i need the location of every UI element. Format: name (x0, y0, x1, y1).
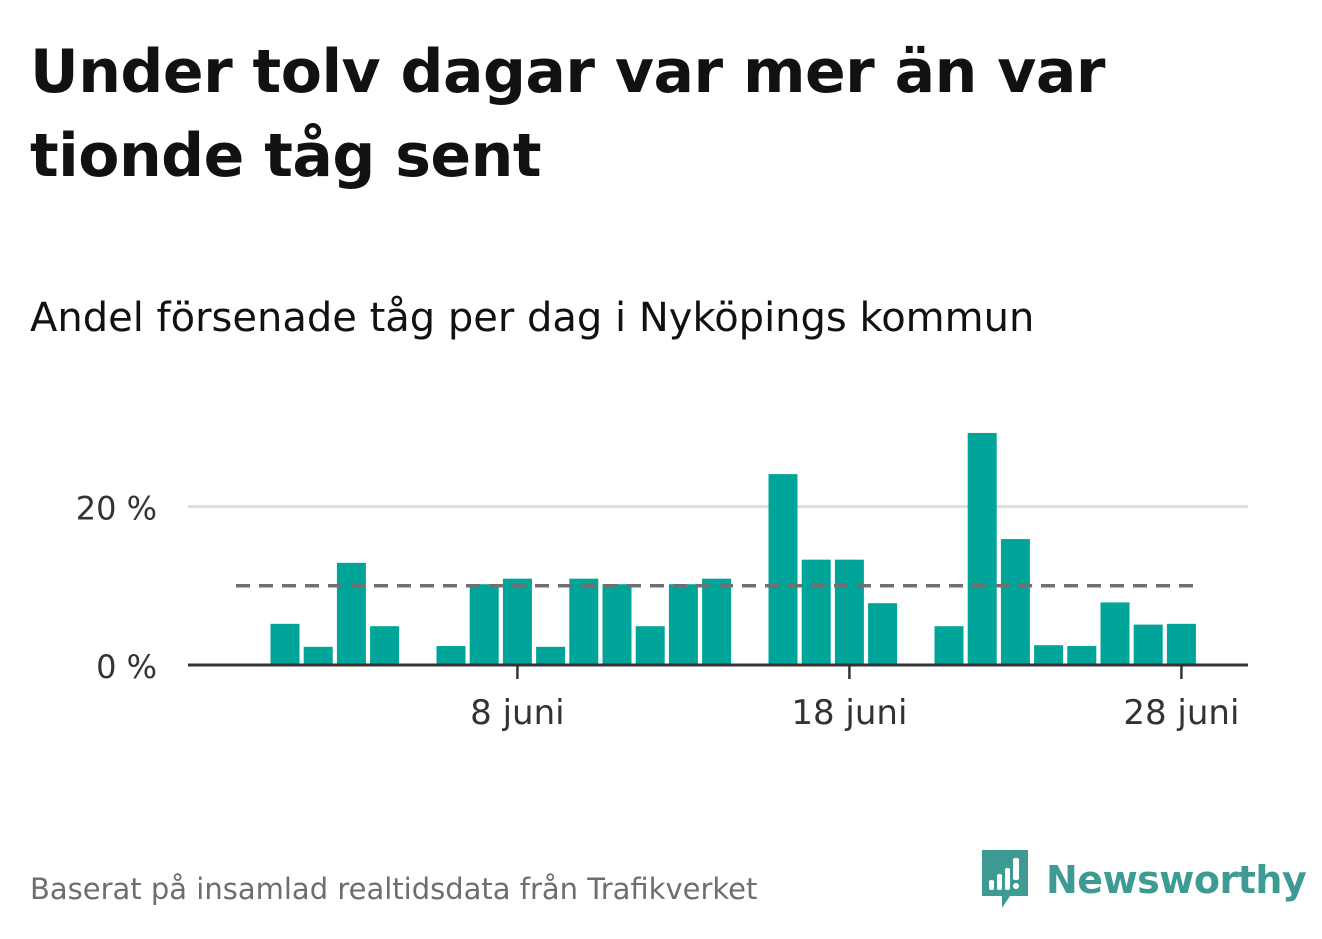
bar-3-juni (336, 562, 366, 665)
x-tick-label: 28 juni (1123, 693, 1239, 733)
newsworthy-logo: Newsworthy (980, 848, 1307, 912)
bar-22-juni (967, 432, 997, 665)
bar-7-juni (469, 584, 499, 665)
bar-9-juni (536, 646, 566, 665)
bar-26-juni (1100, 602, 1130, 665)
bar-11-juni (602, 584, 632, 665)
bar-16-juni (768, 474, 798, 665)
bar-24-juni (1034, 645, 1064, 665)
bar-1-juni (270, 623, 300, 665)
bar-8-juni (502, 578, 532, 665)
y-tick-label: 0 % (96, 648, 157, 686)
bar-13-juni (668, 584, 698, 665)
bar-17-juni (801, 559, 831, 665)
brand-name: Newsworthy (1046, 858, 1307, 902)
bar-27-juni (1133, 624, 1163, 665)
source-note: Baserat på insamlad realtidsdata från Tr… (30, 872, 758, 906)
newsworthy-logo-icon (982, 850, 1028, 908)
x-tick-label: 8 juni (470, 693, 564, 733)
x-tick-label: 18 juni (791, 693, 907, 733)
axes: 0 % 20 % 8 juni 18 juni 28 juni (76, 490, 1248, 733)
y-tick-label: 20 % (76, 490, 157, 528)
bar-10-juni (569, 578, 599, 665)
bar-6-juni (436, 645, 466, 665)
bar-23-juni (1000, 539, 1030, 665)
bars (270, 432, 1196, 665)
chart-subtitle: Andel försenade tåg per dag i Nyköpings … (30, 295, 1035, 341)
bar-18-juni (834, 559, 864, 665)
chart-title: Under tolv dagar var mer än var tionde t… (30, 37, 1105, 191)
bar-19-juni (868, 603, 898, 665)
bar-21-juni (934, 626, 964, 665)
bar-25-juni (1067, 645, 1097, 665)
bar-4-juni (370, 626, 400, 665)
bar-14-juni (702, 578, 732, 665)
bar-28-juni (1166, 623, 1196, 665)
bar-12-juni (635, 626, 665, 665)
bar-2-juni (303, 646, 333, 665)
